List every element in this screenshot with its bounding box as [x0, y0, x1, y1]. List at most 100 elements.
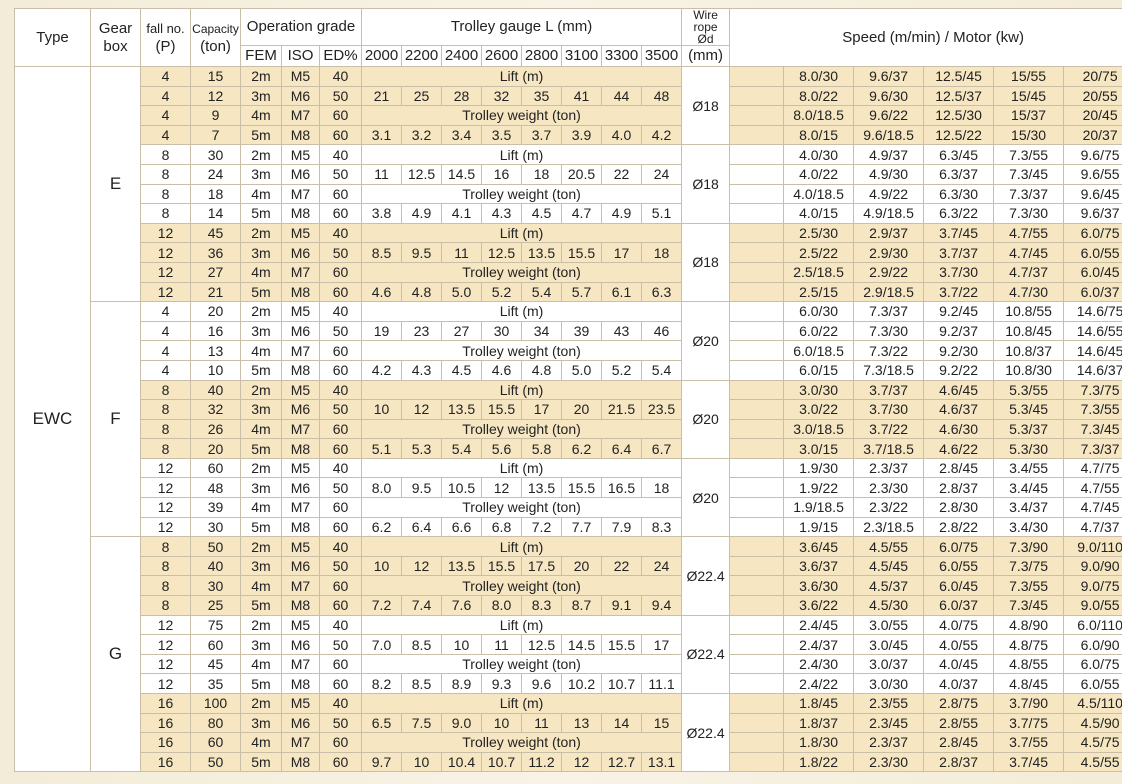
- lift-value-cell: 15.5: [481, 399, 522, 420]
- speed-motor-cell: 15/45: [993, 85, 1065, 107]
- trolley-weight-cell: 7.6: [441, 595, 482, 616]
- speed-spacer-cell: [729, 595, 785, 616]
- speed-motor-cell: 2.4/45: [783, 614, 855, 636]
- fall-no-cell: 4: [140, 301, 191, 322]
- speed-motor-cell: 6.3/22: [923, 203, 995, 224]
- ed-cell: 60: [319, 751, 362, 773]
- speed-motor-cell: 1.9/18.5: [783, 497, 855, 518]
- speed-spacer-cell: [729, 614, 785, 636]
- speed-motor-cell: 1.9/22: [783, 477, 855, 499]
- lift-value-cell: 24: [640, 555, 683, 577]
- capacity-cell: 60: [190, 634, 241, 655]
- trolley-weight-cell: 7.4: [401, 595, 442, 616]
- table-row: 8 24 3m M6 50 11 12.5 14.5 16 18 20.5 22 24 4.0/22 4.9…: [15, 163, 1122, 185]
- speed-motor-cell: 3.7/37: [853, 379, 925, 401]
- speed-motor-cell: 14.6/55: [1063, 320, 1122, 342]
- speed-motor-cell: 4.0/55: [923, 634, 995, 655]
- capacity-cell: 26: [190, 418, 241, 440]
- speed-motor-cell: 1.9/15: [783, 516, 855, 538]
- lift-label: Lift (m): [360, 222, 683, 244]
- speed-spacer-cell: [729, 281, 785, 303]
- trolley-weight-cell: 11.2: [521, 751, 562, 773]
- ed-cell: 60: [319, 595, 362, 616]
- lift-value-cell: 43: [601, 320, 642, 342]
- speed-motor-cell: 3.7/45: [993, 751, 1065, 773]
- iso-cell: M8: [281, 673, 320, 694]
- table-row: 12 39 4m M7 60 Trolley weight (ton) 1.9/18.5 2.…: [15, 497, 1122, 518]
- speed-motor-cell: 10.8/30: [993, 359, 1065, 381]
- speed-motor-cell: 9.6/22: [853, 105, 925, 126]
- fall-no-cell: 4: [140, 359, 191, 381]
- speed-spacer-cell: [729, 653, 785, 675]
- speed-motor-cell: 9.0/90: [1063, 555, 1122, 577]
- wire-rope-cell: Ø20: [681, 379, 731, 459]
- trolley-weight-cell: 4.5: [441, 359, 482, 381]
- speed-motor-cell: 6.0/55: [923, 555, 995, 577]
- speed-motor-cell: 7.3/45: [993, 595, 1065, 616]
- speed-motor-cell: 3.6/45: [783, 536, 855, 557]
- speed-motor-cell: 3.7/30: [923, 261, 995, 283]
- speed-motor-cell: 4.6/37: [923, 399, 995, 420]
- speed-motor-cell: 9.2/30: [923, 340, 995, 361]
- lift-value-cell: 17: [640, 634, 683, 655]
- speed-motor-cell: 9.6/30: [853, 85, 925, 107]
- speed-motor-cell: 3.7/22: [923, 281, 995, 303]
- iso-cell: M5: [281, 222, 320, 244]
- speed-spacer-cell: [729, 673, 785, 694]
- speed-motor-cell: 2.9/22: [853, 261, 925, 283]
- speed-motor-cell: 4.5/55: [853, 536, 925, 557]
- table-row: 16 50 5m M8 60 9.7 10 10.4 10.7 11.2 12 12.7 13.1 1.8…: [15, 751, 1122, 773]
- fall-no-cell: 16: [140, 732, 191, 753]
- capacity-cell: 20: [190, 301, 241, 322]
- table-row: 12 60 3m M6 50 7.0 8.5 10 11 12.5 14.5 15.5 17 2.4/37…: [15, 634, 1122, 655]
- fem-cell: 5m: [240, 673, 282, 694]
- lift-label: Lift (m): [360, 614, 683, 636]
- capacity-cell: 16: [190, 320, 241, 342]
- ed-cell: 40: [319, 301, 362, 322]
- speed-motor-cell: 7.3/55: [1063, 399, 1122, 420]
- speed-motor-cell: 3.0/18.5: [783, 418, 855, 440]
- speed-motor-cell: 9.6/45: [1063, 183, 1122, 205]
- trolley-weight-cell: 5.7: [561, 281, 602, 303]
- speed-spacer-cell: [729, 124, 785, 146]
- ed-cell: 60: [319, 340, 362, 361]
- speed-motor-cell: 5.3/45: [993, 399, 1065, 420]
- lift-value-cell: 12: [401, 555, 442, 577]
- wire-rope-cell: Ø18: [681, 222, 731, 303]
- speed-spacer-cell: [729, 340, 785, 361]
- speed-spacer-cell: [729, 516, 785, 538]
- table-row: 12 35 5m M8 60 8.2 8.5 8.9 9.3 9.6 10.2 10.7 11.1 2.4…: [15, 673, 1122, 694]
- fem-cell: 4m: [240, 732, 282, 753]
- table-row: 12 27 4m M7 60 Trolley weight (ton) 2.5/18.5 2.…: [15, 261, 1122, 283]
- table-row: 4 12 3m M6 50 21 25 28 32 35 41 44 48 8.0/22 9.6/30 12.…: [15, 85, 1122, 107]
- ed-cell: 40: [319, 66, 362, 87]
- header-gauge: 3300: [601, 45, 642, 67]
- ed-cell: 60: [319, 575, 362, 597]
- speed-motor-cell: 4.7/75: [1063, 457, 1122, 479]
- type-cell: EWC: [14, 65, 91, 773]
- lift-value-cell: 11: [361, 163, 402, 185]
- fall-no-cell: 8: [140, 144, 191, 165]
- lift-label: Lift (m): [360, 66, 683, 87]
- speed-motor-cell: 7.3/45: [1063, 418, 1122, 440]
- capacity-cell: 9: [190, 105, 241, 126]
- ed-cell: 40: [319, 693, 362, 714]
- capacity-cell: 30: [190, 144, 241, 165]
- fem-cell: 5m: [240, 595, 282, 616]
- speed-motor-cell: 3.0/45: [853, 634, 925, 655]
- capacity-cell: 12: [190, 85, 241, 107]
- speed-motor-cell: 3.7/37: [923, 242, 995, 263]
- lift-value-cell: 16.5: [601, 477, 642, 499]
- table-row: 4 10 5m M8 60 4.2 4.3 4.5 4.6 4.8 5.0 5.2 5.4 6.0/15 7…: [15, 359, 1122, 381]
- table-row: 12 21 5m M8 60 4.6 4.8 5.0 5.2 5.4 5.7 6.1 6.3 2.5/15…: [15, 281, 1122, 303]
- trolley-weight-cell: 4.2: [361, 359, 402, 381]
- speed-motor-cell: 6.0/55: [1063, 673, 1122, 694]
- trolley-weight-cell: 5.2: [481, 281, 522, 303]
- fem-cell: 2m: [240, 301, 282, 322]
- fall-no-cell: 12: [140, 516, 191, 538]
- speed-spacer-cell: [729, 477, 785, 499]
- speed-motor-cell: 4.5/30: [853, 595, 925, 616]
- fem-cell: 4m: [240, 653, 282, 675]
- ed-cell: 50: [319, 85, 362, 107]
- ed-cell: 60: [319, 732, 362, 753]
